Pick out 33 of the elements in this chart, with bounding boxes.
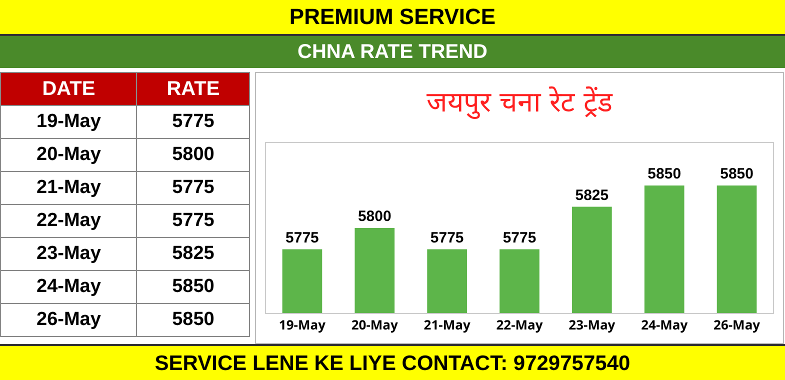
- x-tick-label: 23-May: [568, 316, 616, 334]
- category-label: 23-May: [36, 243, 101, 264]
- x-tick-label: 20-May: [351, 316, 399, 334]
- category-label: 24-May: [36, 276, 101, 297]
- text: 5850: [172, 309, 214, 330]
- text: 5825: [172, 243, 214, 264]
- x-tick-label: 24-May: [641, 316, 688, 334]
- category-label: 21-May: [36, 177, 101, 198]
- text: RATE: [136, 72, 250, 106]
- data-label: 5800: [358, 208, 392, 225]
- text: 5800: [172, 144, 214, 165]
- text: 5775: [172, 177, 214, 198]
- data-label: 5850: [648, 166, 682, 182]
- text: 5775: [172, 210, 214, 231]
- category-label: 20-May: [36, 144, 101, 165]
- data-label: 5775: [286, 229, 319, 246]
- x-tick-label: 21-May: [424, 316, 471, 334]
- text: 5775: [172, 111, 214, 132]
- text: SERVICE LENE KE LIYE CONTACT: 9729757540: [0, 344, 785, 380]
- x-tick-label: 26-May: [714, 316, 761, 334]
- category-label: 22-May: [36, 210, 101, 231]
- chart-title: जयपुर चना रेट ट्रेंड: [426, 86, 614, 120]
- data-label: 5825: [575, 186, 609, 204]
- x-tick-label: 22-May: [496, 316, 544, 334]
- data-label: 5775: [430, 229, 464, 246]
- data-label: 5850: [720, 166, 754, 182]
- chart-subtitle: CHNA RATE TREND: [0, 36, 785, 68]
- category-label: 19-May: [36, 111, 101, 132]
- text: DATE: [0, 72, 137, 106]
- text: 5850: [172, 276, 214, 297]
- data-label: 5775: [502, 229, 536, 246]
- text: PREMIUM SERVICE: [0, 0, 785, 36]
- x-tick-label: 19-May: [278, 316, 326, 334]
